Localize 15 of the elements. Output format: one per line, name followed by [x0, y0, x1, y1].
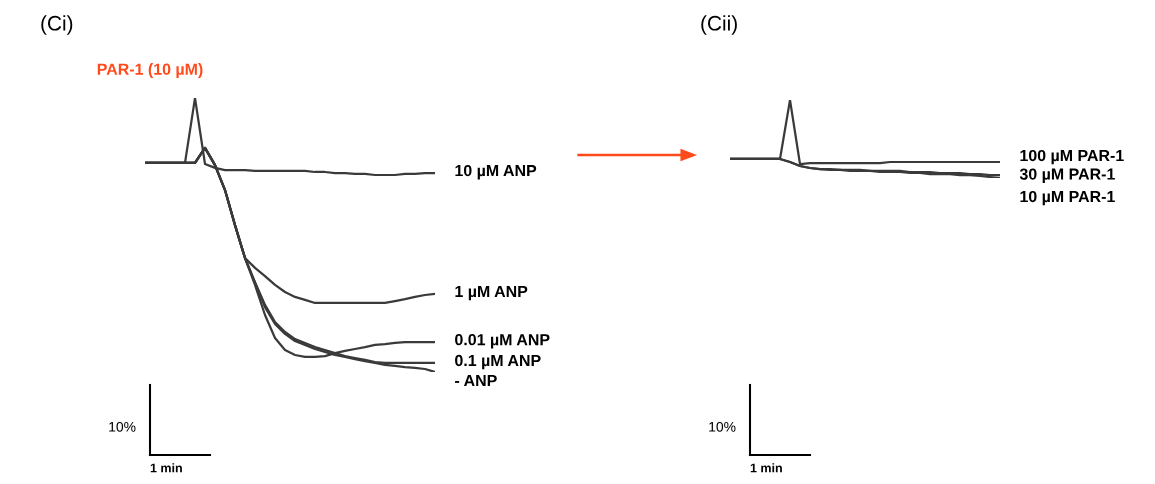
text: 1 min [150, 463, 182, 473]
series-label: 100 µM PAR-1 [1020, 149, 1124, 165]
series-label: 30 µM PAR-1 [1019, 168, 1115, 183]
series-label: 10 µM PAR-1 [1020, 190, 1115, 206]
text: PAR-1 (10 µM) [97, 63, 203, 78]
series-label: 1 µM ANP [455, 285, 528, 301]
chart-title: (Cii) [701, 15, 737, 35]
series-label: 0.1 µM ANP [455, 354, 541, 370]
text: 10% [709, 421, 736, 432]
series-label: - ANP [455, 375, 497, 387]
series-label: 10 µM ANP [455, 164, 537, 180]
text: 10% [109, 421, 136, 432]
chart-title: (Ci) [41, 15, 73, 35]
series-label: 0.01 µM ANP [455, 334, 550, 349]
text: 1 min [750, 463, 782, 473]
